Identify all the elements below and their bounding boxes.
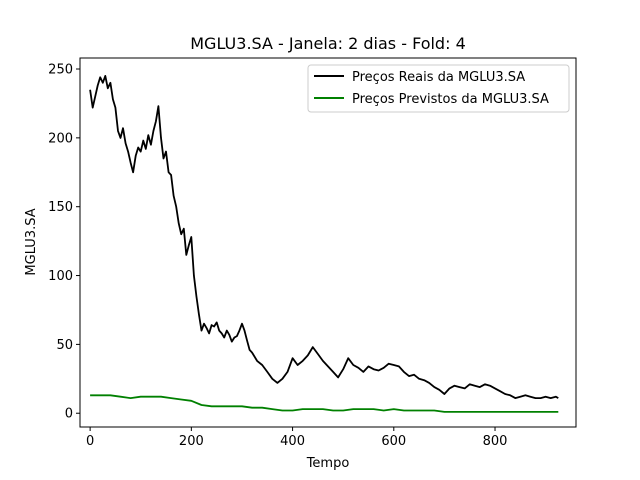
y-tick-label: 50 — [56, 338, 73, 353]
x-axis-label: Tempo — [306, 456, 350, 471]
x-tick-label: 0 — [86, 434, 94, 449]
x-tick-label: 800 — [483, 434, 508, 449]
x-axis: 0 200 400 600 800 — [86, 427, 507, 449]
series-line-predicted — [90, 394, 559, 413]
x-tick-label: 200 — [179, 434, 204, 449]
y-axis-label: MGLU3.SA — [24, 208, 39, 275]
y-axis: 0 50 100 150 200 250 — [48, 63, 80, 422]
x-tick-label: 400 — [280, 434, 305, 449]
y-tick-label: 150 — [48, 200, 73, 215]
chart-title: MGLU3.SA - Janela: 2 dias - Fold: 4 — [190, 34, 466, 53]
y-tick-label: 100 — [48, 269, 73, 284]
y-tick-label: 250 — [48, 63, 73, 78]
axes-frame — [79, 57, 577, 428]
legend: Preços Reais da MGLU3.SA Preços Previsto… — [307, 64, 570, 113]
legend-label-predicted: Preços Previstos da MGLU3.SA — [352, 92, 549, 107]
y-tick-label: 0 — [65, 407, 73, 422]
y-tick-label: 200 — [48, 131, 73, 146]
x-tick-label: 600 — [381, 434, 406, 449]
legend-label-real: Preços Reais da MGLU3.SA — [352, 70, 525, 85]
series-line-real — [89, 75, 559, 399]
legend-box — [307, 64, 570, 113]
plot-area — [89, 75, 559, 413]
